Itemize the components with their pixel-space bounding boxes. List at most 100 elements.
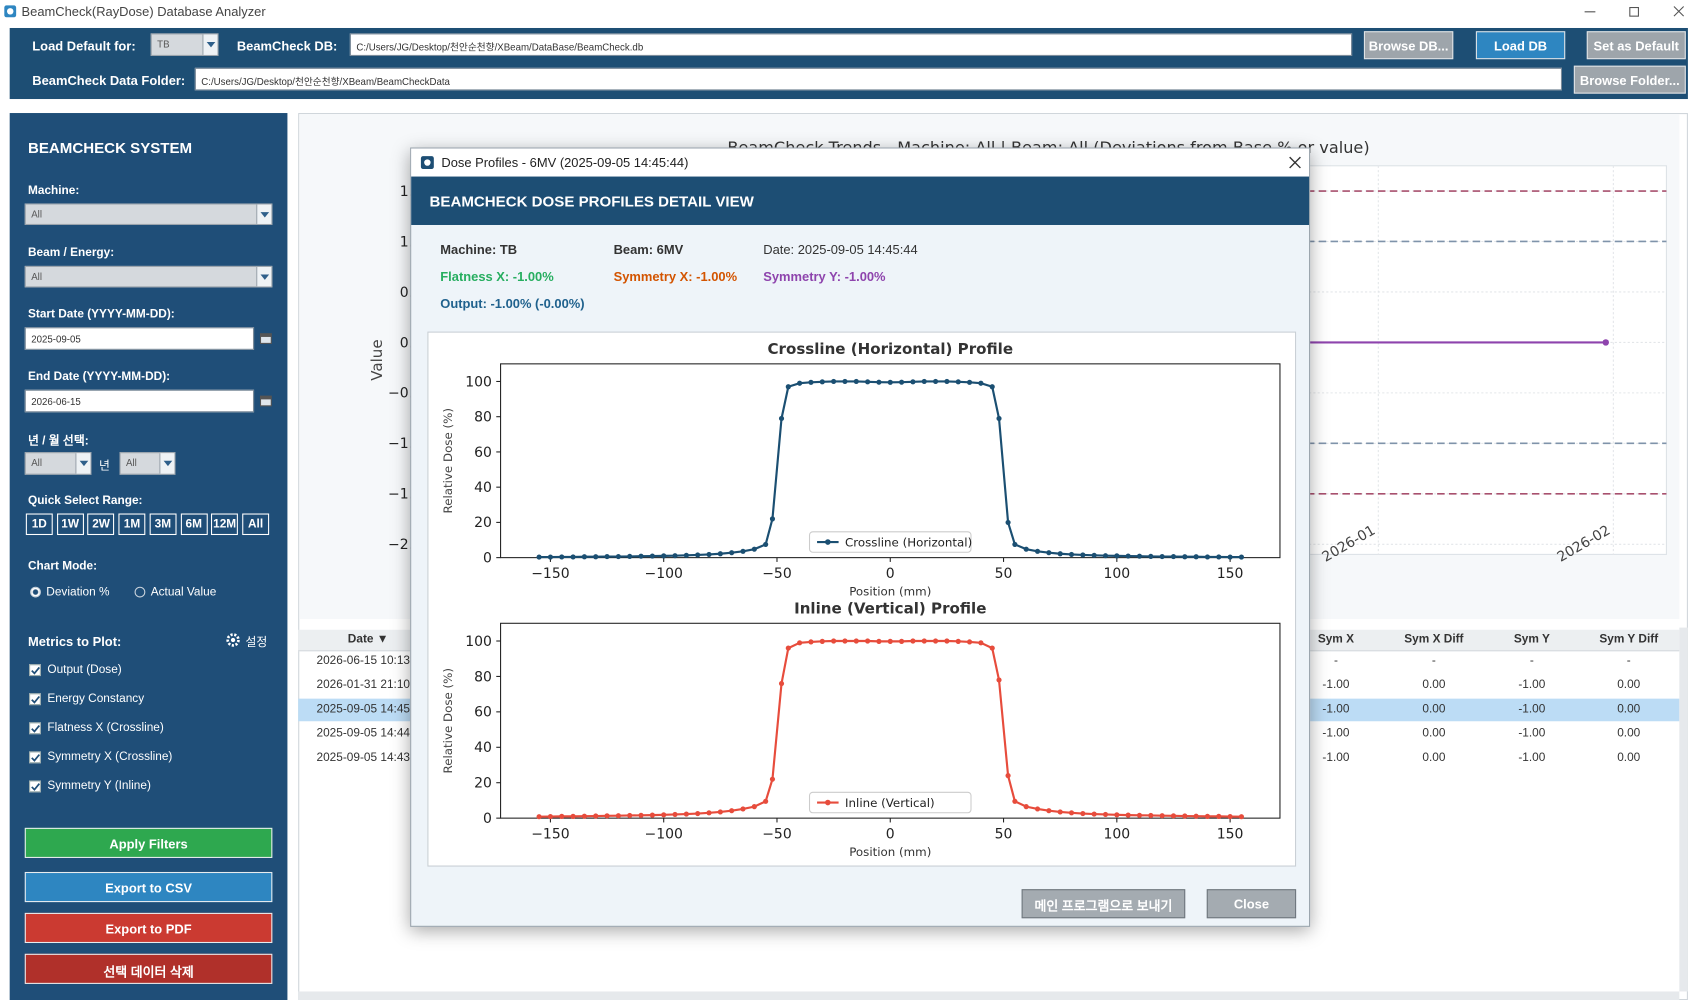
- cell[interactable]: 2025-09-05 14:43:0: [316, 750, 420, 764]
- cell[interactable]: 0.00: [1617, 750, 1641, 764]
- cell[interactable]: 0.00: [1422, 750, 1446, 764]
- cell[interactable]: -1.00: [1518, 726, 1546, 740]
- gear-icon[interactable]: [226, 633, 240, 647]
- window-title: BeamCheck(RayDose) Database Analyzer: [21, 4, 266, 20]
- data-point: [695, 552, 701, 558]
- data-point: [559, 554, 565, 560]
- label: 년 / 월 선택:: [27, 434, 89, 448]
- info-flatness: Flatness X: -1.00%: [440, 269, 554, 285]
- date-input[interactable]: 2026-06-15: [24, 389, 255, 413]
- cell[interactable]: -: [1626, 654, 1631, 668]
- combobox[interactable]: All: [24, 265, 273, 288]
- range-button[interactable]: 1D: [25, 513, 53, 536]
- cell[interactable]: 2025-09-05 14:45:4: [316, 702, 420, 716]
- combobox[interactable]: All: [24, 452, 92, 475]
- x-tick-label: −50: [762, 827, 792, 843]
- x-tick-label: −150: [531, 566, 569, 582]
- calendar-icon[interactable]: [259, 332, 272, 345]
- combobox[interactable]: All: [119, 452, 176, 475]
- button[interactable]: Close: [1206, 889, 1297, 919]
- cell[interactable]: -: [1431, 654, 1436, 668]
- info-output: Output: -1.00% (-0.00%): [440, 296, 585, 312]
- cell[interactable]: -1.00: [1518, 750, 1546, 764]
- data-point: [819, 638, 825, 644]
- cell[interactable]: -: [1529, 654, 1534, 668]
- button[interactable]: 메인 프로그램으로 보내기: [1021, 889, 1186, 919]
- data-point: [1005, 773, 1011, 779]
- y-axis-label: Value: [368, 339, 386, 380]
- cell[interactable]: 0.00: [1422, 702, 1446, 716]
- button[interactable]: 선택 데이터 삭제: [24, 953, 273, 984]
- cell[interactable]: 2025-09-05 14:44:4: [316, 726, 420, 740]
- cell[interactable]: -1.00: [1322, 750, 1350, 764]
- range-button[interactable]: 2W: [87, 513, 115, 536]
- range-button[interactable]: 1M: [118, 513, 146, 536]
- cell[interactable]: -1.00: [1518, 678, 1546, 692]
- data-point: [604, 553, 610, 560]
- text-input[interactable]: C:/Users/JG/Desktop/천안순천향/XBeam/BeamChec…: [194, 67, 1563, 91]
- button[interactable]: Load DB: [1475, 31, 1566, 60]
- checkbox[interactable]: [29, 664, 41, 677]
- v-scrollbar[interactable]: [1679, 627, 1688, 992]
- button[interactable]: Export to PDF: [24, 912, 273, 944]
- cell[interactable]: 2026-01-31 21:10:3: [316, 678, 420, 692]
- data-point: [955, 379, 961, 385]
- data-point: [819, 379, 825, 385]
- data-point: [831, 378, 837, 385]
- data-point: [1227, 813, 1233, 820]
- h-scrollbar[interactable]: [298, 991, 1680, 1000]
- info-symmetry-x: Symmetry X: -1.00%: [613, 269, 738, 285]
- range-button[interactable]: 6M: [180, 513, 208, 536]
- range-button[interactable]: All: [242, 513, 270, 536]
- cell[interactable]: 0.00: [1422, 678, 1446, 692]
- data-point: [842, 638, 848, 644]
- data-point: [1012, 541, 1018, 547]
- label: Beam / Energy:: [27, 246, 115, 260]
- cell[interactable]: 2026-06-15 10:13:4: [316, 654, 420, 668]
- window-controls[interactable]: [1572, 2, 1688, 21]
- checkbox[interactable]: [29, 693, 41, 706]
- settings-link[interactable]: 설정: [245, 636, 268, 650]
- cell[interactable]: -: [1333, 654, 1338, 668]
- x-tick-label: 50: [995, 827, 1013, 843]
- text-input[interactable]: C:/Users/JG/Desktop/천안순천향/XBeam/DataBase…: [349, 33, 1353, 56]
- data-point: [683, 552, 689, 558]
- cell[interactable]: -1.00: [1322, 726, 1350, 740]
- toolbar: Load Default for: TB BeamCheck DB: C:/Us…: [9, 27, 1688, 100]
- dropdown-arrow[interactable]: [202, 34, 218, 55]
- data-point: [593, 813, 599, 819]
- button[interactable]: Export to CSV: [24, 871, 273, 903]
- checkbox[interactable]: [29, 751, 41, 764]
- dropdown-arrow[interactable]: [75, 453, 91, 474]
- check-mark: [31, 725, 40, 733]
- combobox[interactable]: TB: [150, 33, 219, 56]
- radio[interactable]: [134, 586, 146, 598]
- combobox[interactable]: All: [24, 203, 273, 225]
- data-point: [672, 553, 678, 559]
- cell[interactable]: 0.00: [1617, 678, 1641, 692]
- checkbox[interactable]: [29, 722, 41, 735]
- cell[interactable]: 0.00: [1617, 702, 1641, 716]
- dropdown-arrow[interactable]: [256, 204, 272, 224]
- dropdown-arrow[interactable]: [256, 266, 272, 287]
- button[interactable]: Apply Filters: [24, 827, 273, 858]
- range-button[interactable]: 3M: [149, 513, 177, 536]
- cell[interactable]: -1.00: [1518, 702, 1546, 716]
- range-button[interactable]: 1W: [56, 513, 84, 536]
- button[interactable]: Browse DB...: [1363, 31, 1454, 60]
- close-icon[interactable]: [1287, 155, 1302, 170]
- date-input[interactable]: 2025-09-05: [24, 327, 255, 350]
- button[interactable]: Browse Folder...: [1573, 65, 1686, 94]
- data-point: [570, 554, 576, 560]
- dropdown-arrow[interactable]: [159, 453, 175, 474]
- checkbox[interactable]: [29, 780, 41, 793]
- cell[interactable]: 0.00: [1422, 726, 1446, 740]
- range-button[interactable]: 12M: [211, 513, 239, 536]
- cell[interactable]: -1.00: [1322, 678, 1350, 692]
- data-point: [1102, 553, 1109, 559]
- cell[interactable]: 0.00: [1617, 726, 1641, 740]
- calendar-icon[interactable]: [259, 394, 272, 407]
- radio[interactable]: [30, 586, 41, 598]
- button[interactable]: Set as Default: [1586, 31, 1686, 60]
- cell[interactable]: -1.00: [1322, 702, 1350, 716]
